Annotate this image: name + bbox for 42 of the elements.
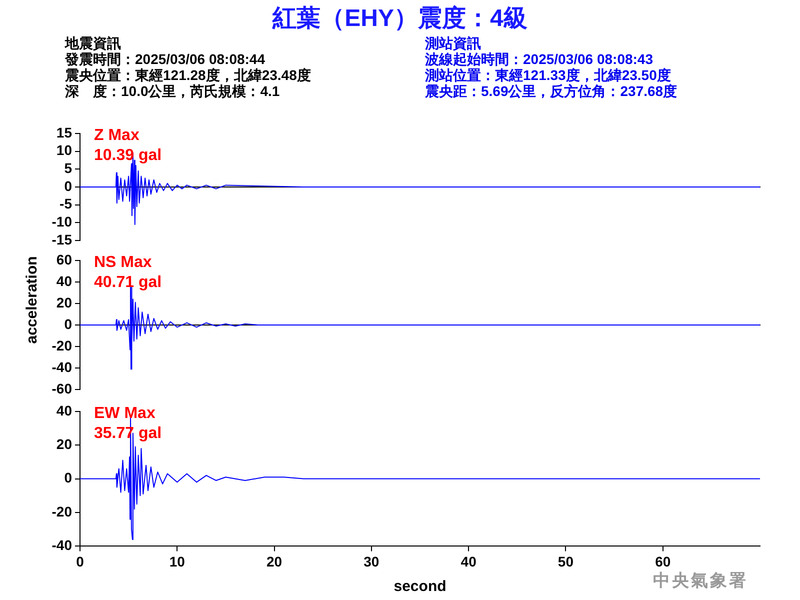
x-tick-label: 40 (460, 553, 477, 570)
y-tick-label: 15 (56, 124, 72, 140)
x-axis-title: second (394, 578, 446, 596)
y-tick-label: -5 (60, 196, 72, 212)
y-tick-label: -40 (52, 537, 72, 554)
text: 波線起始時間：2025/03/06 08:08:43 (425, 51, 653, 67)
y-tick-label: 40 (56, 272, 72, 289)
y-tick-label: 5 (64, 160, 72, 176)
y-axis-title: acceleration (24, 256, 40, 344)
y-tick-label: -10 (52, 214, 72, 230)
y-tick-label: -20 (52, 337, 72, 354)
y-tick-label: 60 (56, 251, 72, 268)
text: 中央氣象署 (653, 570, 748, 592)
text: 測站位置：東經121.33度，北緯23.50度 (425, 67, 671, 83)
y-tick-label: 10 (56, 142, 72, 158)
y-tick-label: -20 (52, 503, 72, 520)
text: 震央位置：東經121.28度，北緯23.48度 (65, 67, 311, 83)
x-tick-label: 50 (558, 553, 574, 570)
y-tick-label: 0 (64, 470, 72, 486)
y-tick-label: -40 (52, 358, 72, 375)
x-tick-label: 60 (655, 553, 671, 570)
y-tick-label: 0 (64, 178, 72, 194)
text: 深 度：10.0公里，芮氏規模：4.1 (65, 83, 280, 99)
y-tick-label: -15 (52, 231, 72, 248)
text: 發震時間：2025/03/06 08:08:44 (65, 51, 265, 67)
y-tick-label: 20 (56, 436, 72, 452)
x-tick-label: 30 (364, 553, 380, 570)
annotation: 40.71 gal (94, 274, 162, 291)
annotation: EW Max (94, 404, 156, 422)
y-tick-label: 20 (56, 294, 72, 310)
y-tick-label: 40 (56, 402, 72, 418)
x-tick-label: 10 (169, 553, 186, 570)
text: 震央距：5.69公里，反方位角：237.68度 (425, 83, 678, 99)
text: 地震資訊 (65, 35, 121, 51)
x-tick-label: 20 (266, 553, 282, 570)
y-tick-label: 0 (64, 316, 72, 332)
text: 測站資訊 (425, 35, 481, 51)
x-tick-label: 0 (76, 553, 84, 570)
chart-title: 紅葉（EHY）震度：4級 (271, 4, 528, 34)
y-tick-label: -60 (52, 380, 72, 396)
annotation: Z Max (94, 126, 140, 144)
annotation: NS Max (94, 254, 152, 271)
